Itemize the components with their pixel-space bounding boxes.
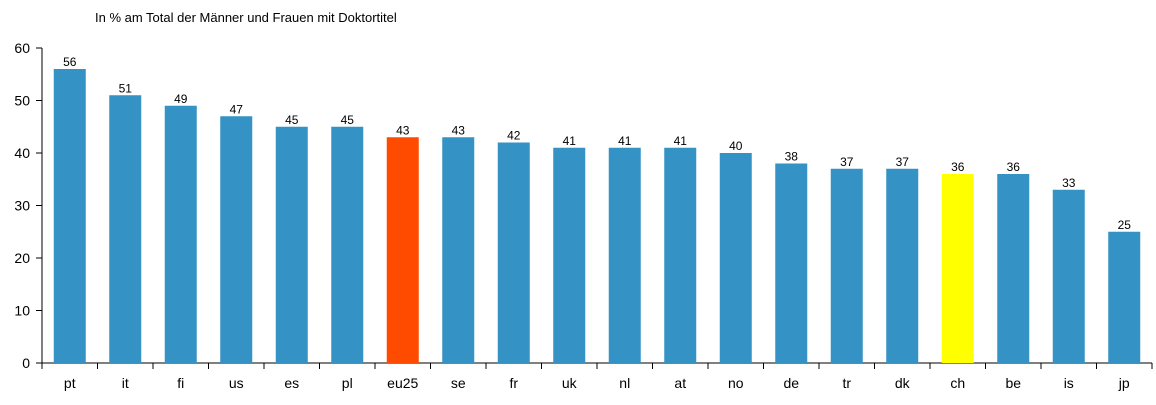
y-tick-label: 0 (22, 355, 30, 371)
bar (997, 174, 1030, 363)
bar (497, 142, 530, 363)
x-tick-label: tr (842, 375, 851, 391)
x-tick-label: uk (562, 375, 578, 391)
x-tick-label: es (284, 375, 299, 391)
x-tick-label: fi (177, 375, 184, 391)
bar (442, 137, 475, 363)
y-tick-label: 10 (14, 303, 30, 319)
x-tick-label: pl (342, 375, 353, 391)
bar (664, 147, 697, 363)
x-tick-label: de (783, 375, 799, 391)
value-label: 43 (396, 123, 410, 137)
bar (1108, 231, 1141, 363)
x-tick-label: eu25 (387, 375, 418, 391)
x-tick-label: at (674, 375, 686, 391)
value-label: 51 (119, 81, 133, 95)
x-tick-label: jp (1118, 375, 1130, 391)
x-tick-label: se (451, 375, 466, 391)
x-tick-label: fr (509, 375, 518, 391)
bar (331, 126, 364, 363)
bar (553, 147, 586, 363)
bar (275, 126, 308, 363)
bar (775, 163, 808, 363)
value-label: 42 (507, 129, 521, 143)
value-label: 37 (896, 155, 910, 169)
bar (220, 116, 253, 363)
value-label: 49 (174, 92, 188, 106)
value-label: 41 (563, 134, 577, 148)
bar (109, 95, 142, 363)
value-label: 45 (285, 113, 299, 127)
value-label: 43 (452, 123, 466, 137)
y-tick-label: 40 (14, 145, 30, 161)
bar (53, 69, 86, 363)
value-label: 36 (951, 160, 965, 174)
x-tick-label: nl (619, 375, 630, 391)
y-tick-label: 60 (14, 40, 30, 56)
value-label: 41 (674, 134, 688, 148)
bar (1052, 189, 1085, 363)
value-label: 25 (1118, 218, 1132, 232)
bar (164, 105, 197, 363)
x-tick-label: it (122, 375, 129, 391)
y-tick-label: 30 (14, 198, 30, 214)
bar (386, 137, 419, 363)
x-tick-label: ch (950, 375, 965, 391)
x-tick-label: dk (895, 375, 911, 391)
value-label: 47 (230, 102, 244, 116)
value-label: 41 (618, 134, 632, 148)
value-label: 33 (1062, 176, 1076, 190)
bar (719, 153, 752, 363)
y-tick-label: 50 (14, 93, 30, 109)
chart-title: In % am Total der Männer und Frauen mit … (95, 10, 397, 25)
x-tick-label: is (1064, 375, 1074, 391)
bar (608, 147, 641, 363)
value-label: 37 (840, 155, 854, 169)
bar (830, 168, 863, 363)
y-tick-label: 20 (14, 250, 30, 266)
value-label: 56 (63, 55, 77, 69)
x-tick-label: us (229, 375, 244, 391)
x-tick-label: pt (64, 375, 76, 391)
bar (886, 168, 919, 363)
value-label: 45 (341, 113, 355, 127)
x-tick-label: be (1005, 375, 1021, 391)
x-tick-label: no (728, 375, 744, 391)
value-label: 36 (1007, 160, 1021, 174)
value-label: 40 (729, 139, 743, 153)
value-label: 38 (785, 150, 799, 164)
bar (941, 174, 974, 363)
